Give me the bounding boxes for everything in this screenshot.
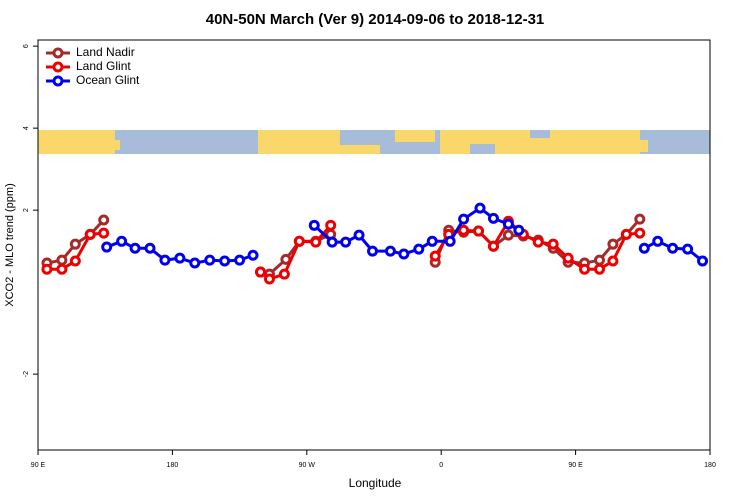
data-point — [562, 252, 574, 264]
data-point — [41, 263, 53, 275]
data-point — [98, 214, 110, 226]
data-point — [697, 255, 709, 267]
y-axis-title: XCO2 - MLO trend (ppm) — [4, 183, 16, 306]
data-point — [101, 241, 113, 253]
x-tick-label: 0 — [439, 462, 443, 469]
data-point — [69, 238, 81, 250]
data-point — [634, 213, 646, 225]
x-tick-label: 90 E — [31, 462, 46, 469]
data-point — [144, 242, 156, 254]
data-point — [367, 245, 379, 257]
legend-marker — [52, 75, 64, 87]
map-strip — [38, 130, 710, 154]
data-point — [353, 229, 365, 241]
data-point — [429, 250, 441, 262]
data-point — [607, 238, 619, 250]
data-point — [413, 243, 425, 255]
data-point — [340, 236, 352, 248]
data-point — [384, 245, 396, 257]
data-point — [159, 254, 171, 266]
data-point — [593, 263, 605, 275]
data-point — [473, 225, 485, 237]
data-point — [98, 227, 110, 239]
chart-title: 40N-50N March (Ver 9) 2014-09-06 to 2018… — [206, 11, 545, 28]
data-point — [634, 227, 646, 239]
data-point — [255, 266, 267, 278]
data-point — [325, 219, 337, 231]
data-point — [56, 263, 68, 275]
data-point — [308, 219, 320, 231]
data-point — [682, 243, 694, 255]
data-point — [189, 257, 201, 269]
legend-label: Land Nadir — [76, 45, 135, 59]
data-point — [293, 235, 305, 247]
data-point — [426, 235, 438, 247]
y-tick-label: -2 — [23, 371, 30, 377]
data-point — [458, 213, 470, 225]
legend-marker — [52, 61, 64, 73]
data-point — [219, 255, 231, 267]
data-point — [116, 235, 128, 247]
x-tick-label: 180 — [167, 462, 179, 469]
data-point — [502, 229, 514, 241]
data-point — [474, 202, 486, 214]
data-point — [579, 263, 591, 275]
data-point — [69, 255, 81, 267]
x-axis-title: Longitude — [349, 476, 402, 490]
data-point — [444, 235, 456, 247]
data-point — [593, 254, 605, 266]
data-point — [607, 255, 619, 267]
data-point — [326, 236, 338, 248]
data-point — [547, 238, 559, 250]
data-point — [234, 254, 246, 266]
x-tick-label: 180 — [704, 462, 716, 469]
data-point — [667, 242, 679, 254]
data-point — [620, 228, 632, 240]
data-point — [638, 242, 650, 254]
data-point — [532, 236, 544, 248]
data-point — [502, 218, 514, 230]
data-point — [247, 249, 259, 261]
data-point — [310, 236, 322, 248]
data-point — [174, 252, 186, 264]
y-tick-label: 2 — [23, 208, 30, 212]
data-point — [398, 248, 410, 260]
legend-label: Ocean Glint — [76, 73, 140, 87]
y-tick-label: 6 — [23, 44, 30, 48]
data-point — [458, 224, 470, 236]
data-point — [84, 228, 96, 240]
x-tick-label: 90 W — [299, 462, 316, 469]
y-tick-label: 4 — [23, 126, 30, 130]
x-tick-label: 90 E — [568, 462, 583, 469]
plot-frame — [37, 39, 711, 451]
legend-marker — [52, 47, 64, 59]
data-point — [56, 254, 68, 266]
data-point — [129, 242, 141, 254]
data-point — [487, 240, 499, 252]
data-point — [487, 212, 499, 224]
data-point — [204, 254, 216, 266]
data-point — [652, 235, 664, 247]
data-point — [278, 268, 290, 280]
data-point — [263, 273, 275, 285]
legend-label: Land Glint — [76, 59, 131, 73]
data-point — [513, 224, 525, 236]
